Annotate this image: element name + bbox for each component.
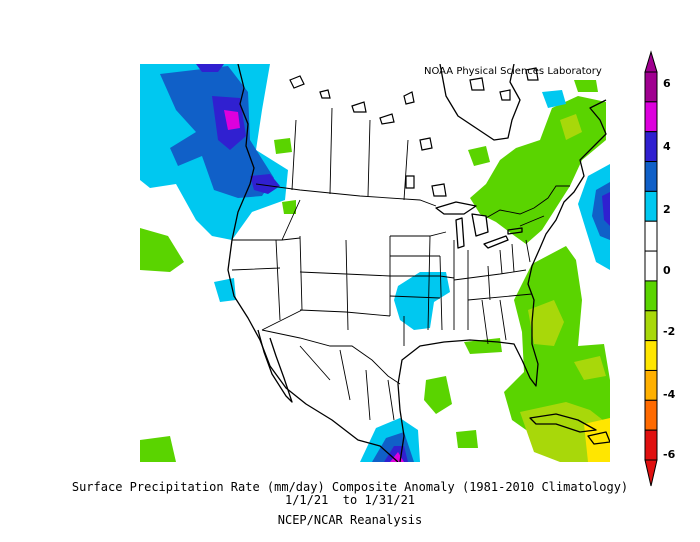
caribbean-yellow-patch [584,418,610,462]
pacific-north-indigo [196,64,224,72]
lake-michigan [455,217,465,249]
baja-coastline [257,329,293,403]
us-canada-border [255,183,570,219]
east-coastline [527,99,607,323]
colorbar-bottom-arrow [644,459,658,487]
california-cyan [214,278,236,302]
caption-title: Surface Precipitation Rate (mm/day) Comp… [71,480,629,494]
cuba-outline [529,413,597,433]
atlantic-lime-patch [528,300,564,346]
colorbar-segment [644,310,658,342]
mexico-states [299,345,395,421]
labrador-cyan-patch [542,90,566,108]
canada-provinces [291,107,409,201]
gulf-green-patch [424,376,452,414]
lake-erie [483,235,509,249]
colorbar-segment [644,220,658,252]
colorbar-tick-label: 2 [663,203,671,216]
colorbar-segment [644,250,658,282]
colorbar-segment [644,190,658,222]
colorbar-segment [644,340,658,371]
caption-dataset: NCEP/NCAR Reanalysis [277,513,423,527]
west-coastline [227,64,399,462]
gulf-coastline [397,322,539,462]
colorbar-segment [644,101,658,133]
ontario-green-patch [468,146,490,166]
colorbar-tick-label: 4 [663,140,671,153]
credit-label: NOAA Physical Sciences Laboratory [424,66,602,77]
colorbar-tick-label: 6 [663,77,671,90]
labrador-green-patch [574,80,598,92]
hudson-bay-shore [439,64,521,141]
colorbar-segment [644,399,658,431]
idaho-green-patch [282,200,296,214]
colorbar-top-arrow [644,50,658,73]
anomaly-shading [140,64,610,462]
colorbar-tick-label: -6 [663,448,676,461]
colorbar-segment [644,280,658,312]
bc-coast-indigo [250,174,280,194]
arctic-islands [289,67,539,197]
colorbar-tick-label: -4 [663,388,676,401]
us-mexico-border [261,329,401,385]
coastlines [227,64,610,462]
colorbar [644,50,658,487]
quebec-lime-patch [560,114,582,140]
us-states-east [453,215,545,345]
hispaniola-outline [587,431,610,445]
mississippi-cyan-region [394,272,450,330]
bahamas-green-patch [574,356,606,380]
colorbar-segment [644,71,658,103]
pacific-green-patch [140,228,184,272]
pacific-magenta-region [224,110,240,130]
lake-ontario [507,227,523,235]
colorbar-tick-label: 0 [663,264,671,277]
lake-huron [471,213,489,237]
colorbar-segment [644,131,658,163]
colorbar-segment [644,161,658,192]
us-states-central [389,231,469,346]
caribbean-north-green [456,430,478,448]
colorbar-segment [644,369,658,401]
colorbar-segment [644,429,658,461]
lake-superior [435,201,477,215]
political-borders [231,107,570,421]
bc-green-patch [274,138,292,154]
atlantic-indigo-region [602,192,610,226]
pacific-south-green [140,436,176,462]
caption-date-range: 1/1/21 to 1/31/21 [284,493,416,507]
colorbar-tick-label: -2 [663,325,676,338]
